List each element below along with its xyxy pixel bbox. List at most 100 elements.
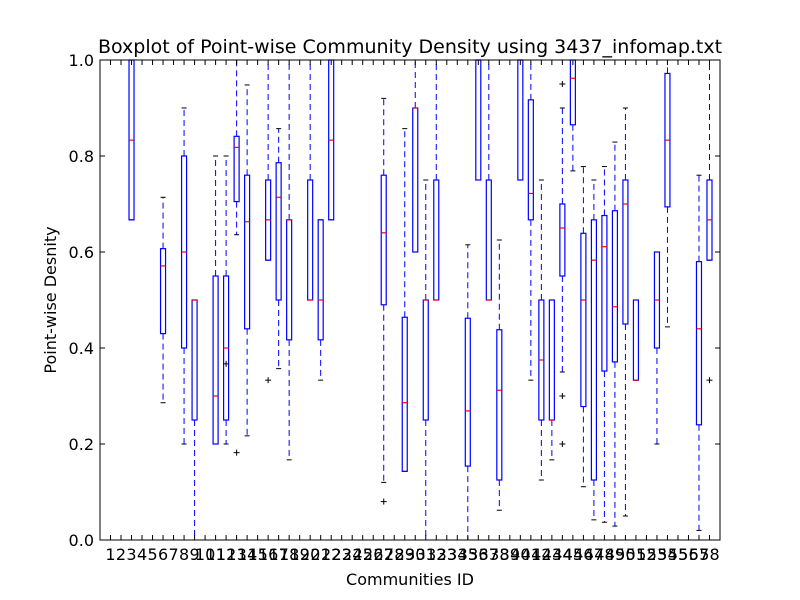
x-tick-label: 17 (268, 545, 288, 564)
x-tick-label: 19 (289, 545, 309, 564)
box-community-41 (527, 59, 534, 381)
box-community-31 (422, 179, 429, 541)
x-tick-label: 49 (605, 545, 625, 564)
box-iqr (580, 232, 587, 408)
axes: 0.00.20.40.60.81.01 2 3 4 5 6 7 8 91011121314151… (69, 51, 721, 564)
x-axis-label: Communities ID (346, 570, 474, 589)
flier-point (233, 449, 240, 456)
box-community-29 (401, 128, 408, 472)
x-tick-label: 2 (116, 545, 126, 564)
x-tick-label: 3 (126, 545, 136, 564)
x-tick-label: 16 (258, 545, 278, 564)
box-community-57 (695, 174, 703, 531)
x-tick-label: 6 (158, 545, 168, 564)
box-iqr (401, 316, 408, 472)
x-tick-label: 56 (678, 545, 698, 564)
box-community-13 (233, 59, 240, 456)
x-tick-label: 1 (105, 545, 115, 564)
box-iqr (611, 210, 619, 363)
x-tick-label: 41 (521, 545, 541, 564)
x-tick-label: 7 (168, 545, 178, 564)
x-tick-label: 9 (189, 545, 199, 564)
y-tick-label: 0.8 (69, 147, 94, 166)
box-iqr (233, 135, 240, 203)
box-iqr (527, 99, 534, 221)
box-community-27 (380, 97, 387, 505)
flier-point (559, 441, 566, 447)
box-community-47 (590, 179, 597, 521)
box-iqr (559, 203, 566, 277)
x-tick-label: 48 (594, 545, 614, 564)
x-tick-label: 52 (636, 545, 656, 564)
box-community-9 (191, 299, 198, 541)
x-tick-label: 12 (216, 545, 236, 564)
y-tick-label: 0.4 (69, 339, 94, 358)
box-iqr (317, 219, 324, 341)
plot-area (128, 59, 713, 541)
x-tick-label: 43 (542, 545, 562, 564)
box-community-8 (180, 107, 188, 445)
x-tick-label: 45 (563, 545, 583, 564)
box-community-21 (317, 219, 324, 381)
flier-point (706, 377, 713, 384)
box-community-32 (433, 59, 440, 301)
x-tick-label: 8 (179, 545, 189, 564)
x-tick-label: 44 (552, 545, 572, 564)
box-community-14 (244, 84, 251, 437)
box-iqr (275, 162, 282, 301)
box-community-46 (580, 166, 587, 488)
x-tick-label: 5 (147, 545, 157, 564)
x-tick-label: 25 (353, 545, 373, 564)
x-tick-label: 11 (205, 545, 225, 564)
box-iqr (159, 248, 167, 335)
y-axis-label: Point-wise Desnity (41, 226, 60, 373)
x-tick-label: 13 (226, 545, 246, 564)
flier-point (559, 81, 566, 87)
x-tick-label: 33 (437, 545, 457, 564)
x-tick-label: 22 (321, 545, 341, 564)
box-iqr (380, 174, 387, 306)
x-tick-label: 35 (458, 545, 478, 564)
chart-title: Boxplot of Point-wise Community Density … (98, 36, 722, 58)
x-tick-label: 14 (237, 545, 257, 564)
box-iqr (622, 179, 629, 325)
y-tick-label: 1.0 (69, 51, 94, 70)
box-iqr (464, 317, 471, 467)
x-tick-label: 31 (416, 545, 436, 564)
x-tick-label: 23 (332, 545, 352, 564)
axes-frame (99, 59, 721, 541)
x-tick-label: 38 (489, 545, 509, 564)
box-iqr (496, 329, 503, 481)
box-iqr (244, 174, 251, 330)
flier-point (559, 393, 566, 399)
x-tick-label: 57 (689, 545, 709, 564)
x-tick-label: 20 (300, 545, 320, 564)
flier-point (223, 360, 230, 367)
x-tick-label: 32 (426, 545, 446, 564)
box-community-12 (223, 155, 230, 445)
x-tick-label: 26 (363, 545, 383, 564)
box-community-17 (275, 128, 282, 370)
x-tick-label: 29 (395, 545, 415, 564)
box-community-11 (212, 155, 219, 445)
x-tick-label: 34 (447, 545, 467, 564)
box-community-49 (611, 141, 619, 527)
x-tick-label: 37 (479, 545, 499, 564)
flier-point (265, 377, 272, 384)
box-community-58 (706, 59, 713, 384)
x-tick-label: 40 (510, 545, 530, 564)
box-community-42 (538, 179, 545, 481)
x-tick-label: 53 (647, 545, 667, 564)
x-tick-label: 58 (699, 545, 719, 564)
x-tick-label: 30 (405, 545, 425, 564)
box-community-50 (622, 107, 629, 517)
x-tick-label: 54 (657, 545, 677, 564)
x-tick-label: 28 (384, 545, 404, 564)
x-tick-label: 24 (342, 545, 362, 564)
x-tick-label: 51 (626, 545, 646, 564)
x-tick-label: 18 (279, 545, 299, 564)
x-tick-label: 10 (195, 545, 215, 564)
box-iqr (212, 275, 219, 445)
x-tick-label: 36 (468, 545, 488, 564)
